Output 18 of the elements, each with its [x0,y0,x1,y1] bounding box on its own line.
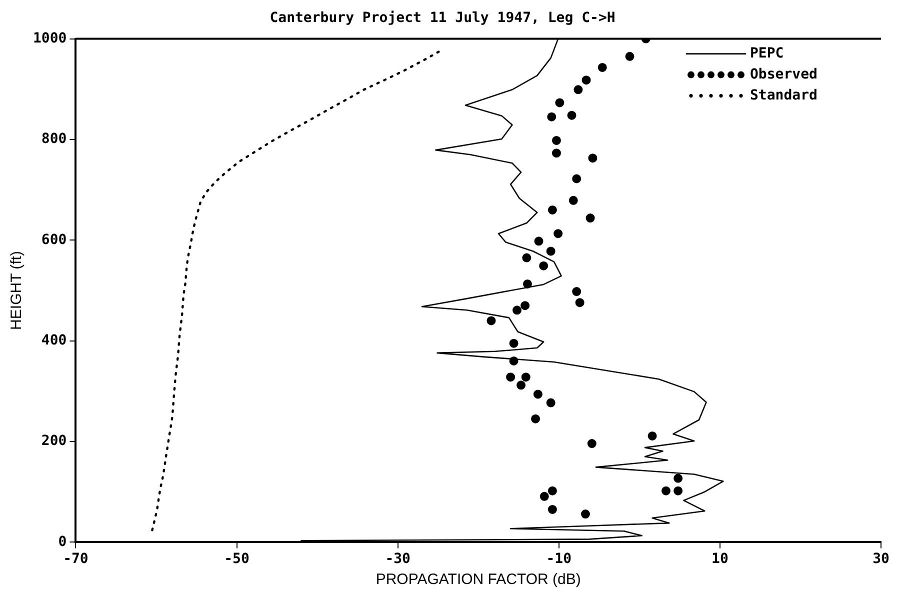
y-tick-label: 600 [41,232,67,248]
y-tick-label: 0 [58,534,67,550]
x-axis-title: PROPAGATION FACTOR (dB) [376,571,581,588]
y-tick-label: 200 [41,433,67,450]
legend-label: PEPC [750,45,784,62]
x-tick-label: -10 [546,551,572,568]
chart-title: Canterbury Project 11 July 1947, Leg C->H [270,10,616,26]
x-tick-label: 30 [872,551,890,568]
legend-label: Standard [750,87,818,104]
y-tick-label: 400 [41,332,67,348]
x-tick-label: -30 [385,551,410,568]
y-tick-label: 1000 [32,30,67,46]
legend-label: Observed [750,66,818,82]
x-tick-label: -50 [224,551,250,568]
y-axis-title: HEIGHT (ft) [8,251,26,330]
y-tick-label: 800 [41,131,67,148]
x-tick-label: -70 [63,551,88,568]
x-tick-label: 10 [712,551,728,568]
